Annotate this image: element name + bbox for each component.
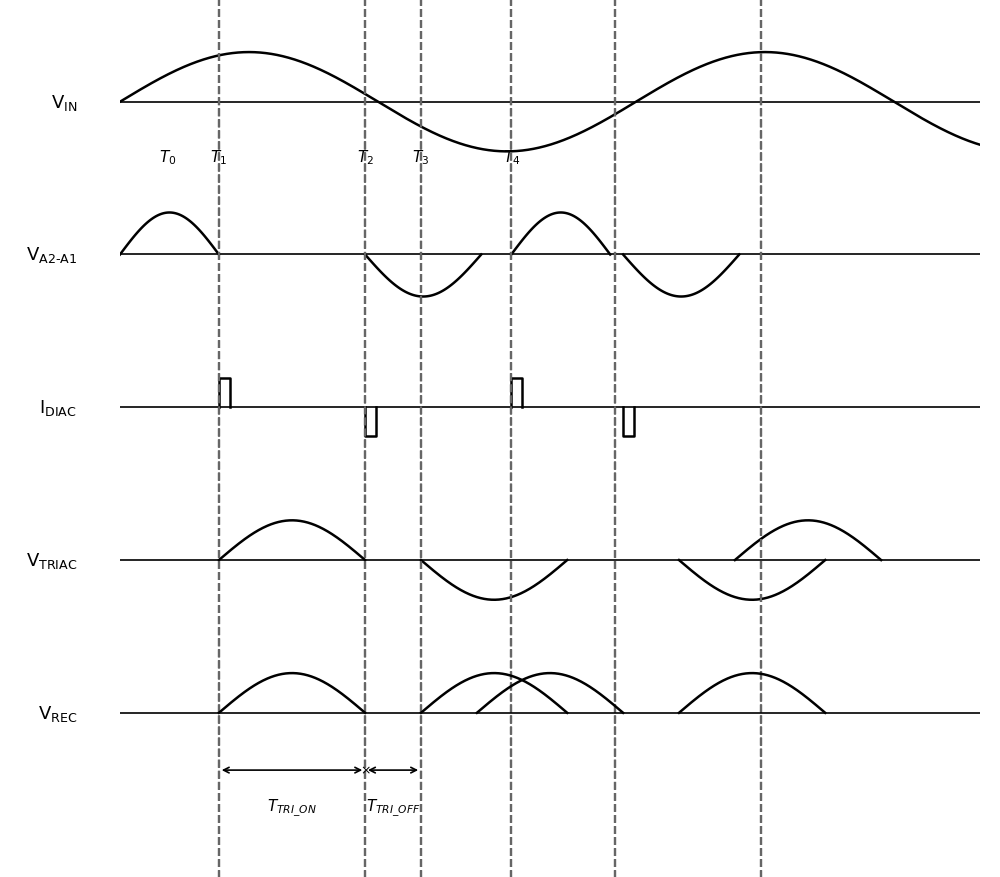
Text: $\times$: $\times$ [360, 764, 370, 777]
Text: $T_{1}$: $T_{1}$ [210, 148, 227, 167]
Text: $T_{2}$: $T_{2}$ [357, 148, 374, 167]
Text: $T_{TRI\_ON}$: $T_{TRI\_ON}$ [267, 797, 317, 818]
Text: $\mathregular{V_{REC}}$: $\mathregular{V_{REC}}$ [38, 703, 77, 723]
Text: $\mathregular{V_{TRIAC}}$: $\mathregular{V_{TRIAC}}$ [26, 551, 77, 570]
Text: $\mathregular{V_{A2\text{-}A1}}$: $\mathregular{V_{A2\text{-}A1}}$ [26, 246, 77, 265]
Text: $T_{3}$: $T_{3}$ [412, 148, 430, 167]
Text: $T_{4}$: $T_{4}$ [503, 148, 520, 167]
Text: $\mathregular{V_{IN}}$: $\mathregular{V_{IN}}$ [51, 93, 77, 112]
Text: $T_{TRI\_OFF}$: $T_{TRI\_OFF}$ [366, 797, 420, 818]
Text: $T_{0}$: $T_{0}$ [159, 148, 176, 167]
Text: $\mathregular{I_{DIAC}}$: $\mathregular{I_{DIAC}}$ [39, 398, 77, 417]
